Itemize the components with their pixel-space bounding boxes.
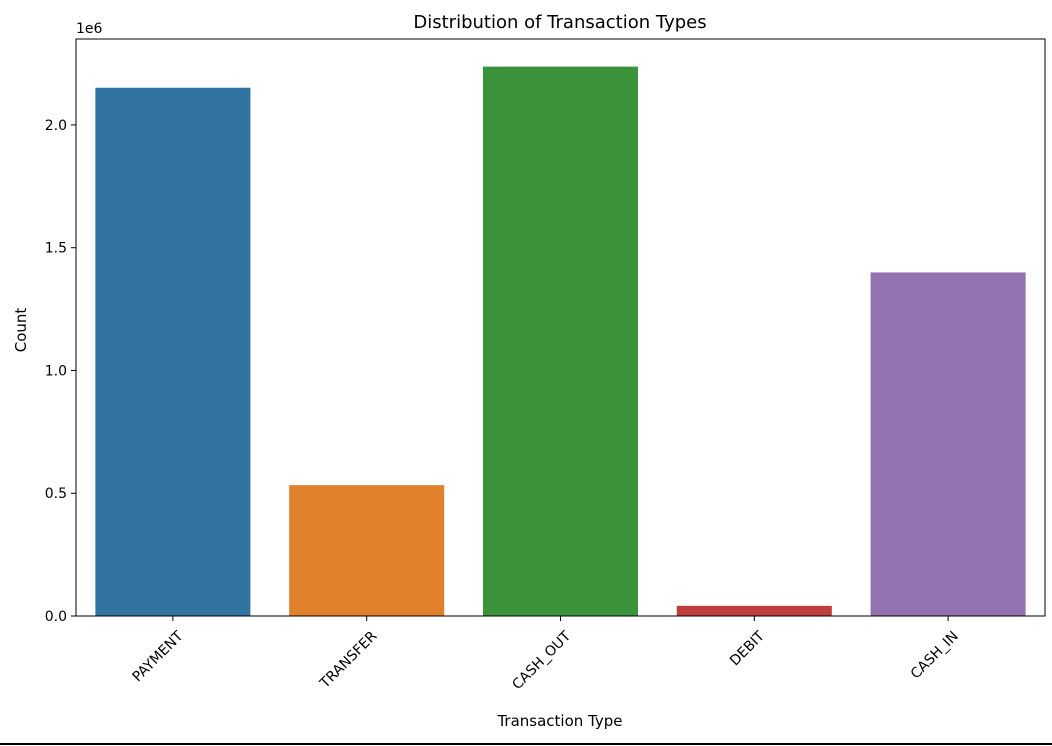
bars-layer xyxy=(95,66,1026,617)
x-tick-label: PAYMENT xyxy=(130,628,187,685)
x-axis-label: Transaction Type xyxy=(496,712,622,730)
bottom-rule xyxy=(0,743,1052,745)
y-ticks: 0.0 0.5 1.0 1.5 2.0 xyxy=(45,118,76,625)
y-tick-label: 1.0 xyxy=(45,363,67,379)
bar-cash-in xyxy=(870,272,1026,616)
chart-title: Distribution of Transaction Types xyxy=(413,12,706,33)
bar-cash-out xyxy=(482,66,639,617)
bar-debit xyxy=(676,605,832,616)
y-tick-label: 0.0 xyxy=(45,609,67,625)
bar-transfer xyxy=(289,485,445,616)
x-ticks: PAYMENT TRANSFER CASH_OUT DEBIT CASH_IN xyxy=(130,616,962,693)
x-tick-label: TRANSFER xyxy=(316,628,380,692)
y-tick-label: 2.0 xyxy=(45,118,67,134)
x-tick-label: CASH_IN xyxy=(908,628,962,682)
y-axis-label: Count xyxy=(12,308,30,353)
x-tick-label: CASH_OUT xyxy=(509,628,574,693)
x-tick-label: DEBIT xyxy=(727,628,768,669)
bar-payment xyxy=(95,87,251,616)
plot-frame xyxy=(75,38,1046,617)
y-tick-label: 1.5 xyxy=(45,241,67,257)
y-tick-label: 0.5 xyxy=(45,486,67,502)
y-axis-offset-label: 1e6 xyxy=(76,21,103,37)
